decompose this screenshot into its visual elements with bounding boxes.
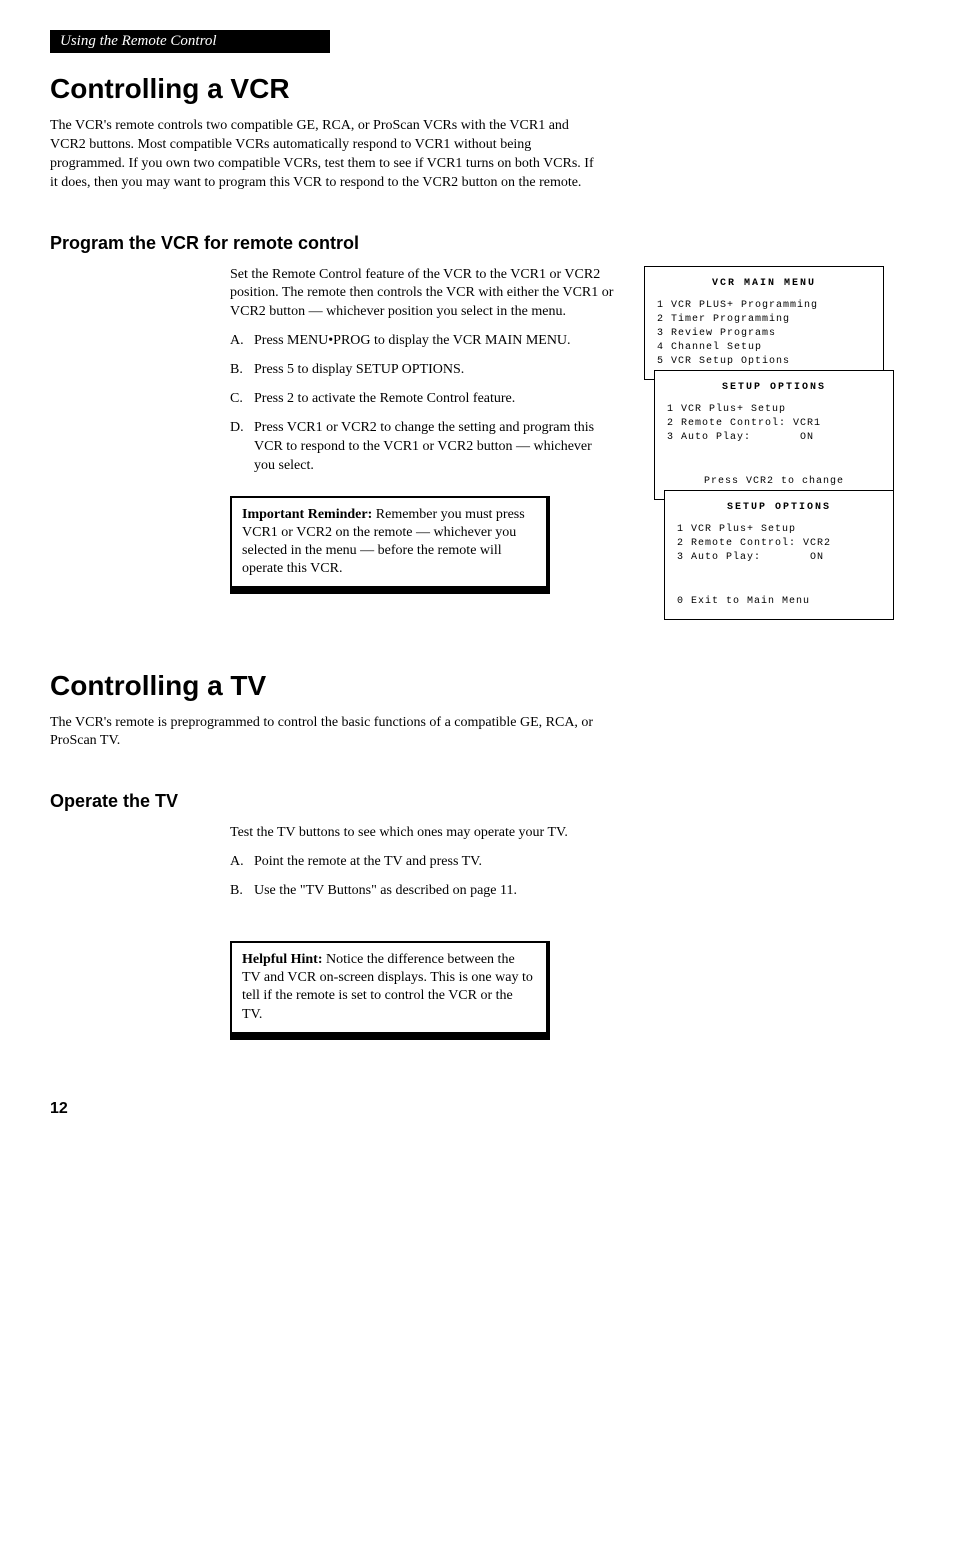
step-item: A. Press MENU•PROG to display the VCR MA… [230,332,614,351]
screen-line: 2 Timer Programming [657,313,871,327]
section2-lead: Test the TV buttons to see which ones ma… [230,824,610,843]
step-letter: B. [230,361,254,380]
step-item: A. Point the remote at the TV and press … [230,853,610,872]
section1-left: Set the Remote Control feature of the VC… [50,266,614,620]
step-text: Press 5 to display SETUP OPTIONS. [254,361,464,380]
screen-stack: VCR MAIN MENU 1 VCR PLUS+ Programming 2 … [644,266,904,620]
step-item: C. Press 2 to activate the Remote Contro… [230,390,614,409]
step-item: B. Use the "TV Buttons" as described on … [230,882,610,901]
screen-line: 1 VCR Plus+ Setup [677,523,881,537]
screen-setup-options-2: SETUP OPTIONS 1 VCR Plus+ Setup 2 Remote… [664,490,894,620]
screen-title: SETUP OPTIONS [677,501,881,515]
step-text: Press MENU•PROG to display the VCR MAIN … [254,332,571,351]
step-letter: B. [230,882,254,901]
step-item: B. Press 5 to display SETUP OPTIONS. [230,361,614,380]
section1-title: Controlling a VCR [50,73,904,105]
screen-line: 1 VCR Plus+ Setup [667,403,881,417]
step-letter: D. [230,419,254,476]
header-bar: Using the Remote Control [50,30,330,53]
screen-footer: Press VCR2 to change [667,475,881,489]
section1-subhead: Program the VCR for remote control [50,233,904,254]
section1-lead: Set the Remote Control feature of the VC… [230,266,614,323]
screen-line: 1 VCR PLUS+ Programming [657,299,871,313]
helpful-hint-callout: Helpful Hint: Notice the difference betw… [230,941,550,1040]
screen-vcr-main-menu: VCR MAIN MENU 1 VCR PLUS+ Programming 2 … [644,266,884,380]
step-text: Point the remote at the TV and press TV. [254,853,482,872]
screen-line: 3 Auto Play: ON [667,431,881,445]
section2-intro: The VCR's remote is preprogrammed to con… [50,714,600,752]
screen-line: 2 Remote Control: VCR1 [667,417,881,431]
section1-right: VCR MAIN MENU 1 VCR PLUS+ Programming 2 … [644,266,904,620]
screen-line: 3 Review Programs [657,327,871,341]
page-number: 12 [50,1100,904,1118]
screen-line: 4 Channel Setup [657,341,871,355]
screen-line: 2 Remote Control: VCR2 [677,537,881,551]
screen-line: 5 VCR Setup Options [657,355,871,369]
step-letter: C. [230,390,254,409]
header-label: Using the Remote Control [60,33,217,49]
callout-label: Important Reminder: [242,507,372,522]
section2-steps: A. Point the remote at the TV and press … [230,853,610,901]
step-text: Use the "TV Buttons" as described on pag… [254,882,517,901]
step-item: D. Press VCR1 or VCR2 to change the sett… [230,419,614,476]
screen-footer: 0 Exit to Main Menu [677,595,881,609]
section2-body: Test the TV buttons to see which ones ma… [50,824,610,1039]
step-letter: A. [230,332,254,351]
section1-steps: A. Press MENU•PROG to display the VCR MA… [230,332,614,475]
callout-label: Helpful Hint: [242,952,323,967]
section1-columns: Set the Remote Control feature of the VC… [50,266,904,620]
section1-intro: The VCR's remote controls two compatible… [50,117,600,193]
step-letter: A. [230,853,254,872]
section2-title: Controlling a TV [50,670,904,702]
important-reminder-callout: Important Reminder: Remember you must pr… [230,496,550,595]
screen-line: 3 Auto Play: ON [677,551,881,565]
screen-setup-options-1: SETUP OPTIONS 1 VCR Plus+ Setup 2 Remote… [654,370,894,500]
step-text: Press 2 to activate the Remote Control f… [254,390,515,409]
screen-title: VCR MAIN MENU [657,277,871,291]
section2-subhead: Operate the TV [50,791,904,812]
step-text: Press VCR1 or VCR2 to change the setting… [254,419,614,476]
screen-title: SETUP OPTIONS [667,381,881,395]
